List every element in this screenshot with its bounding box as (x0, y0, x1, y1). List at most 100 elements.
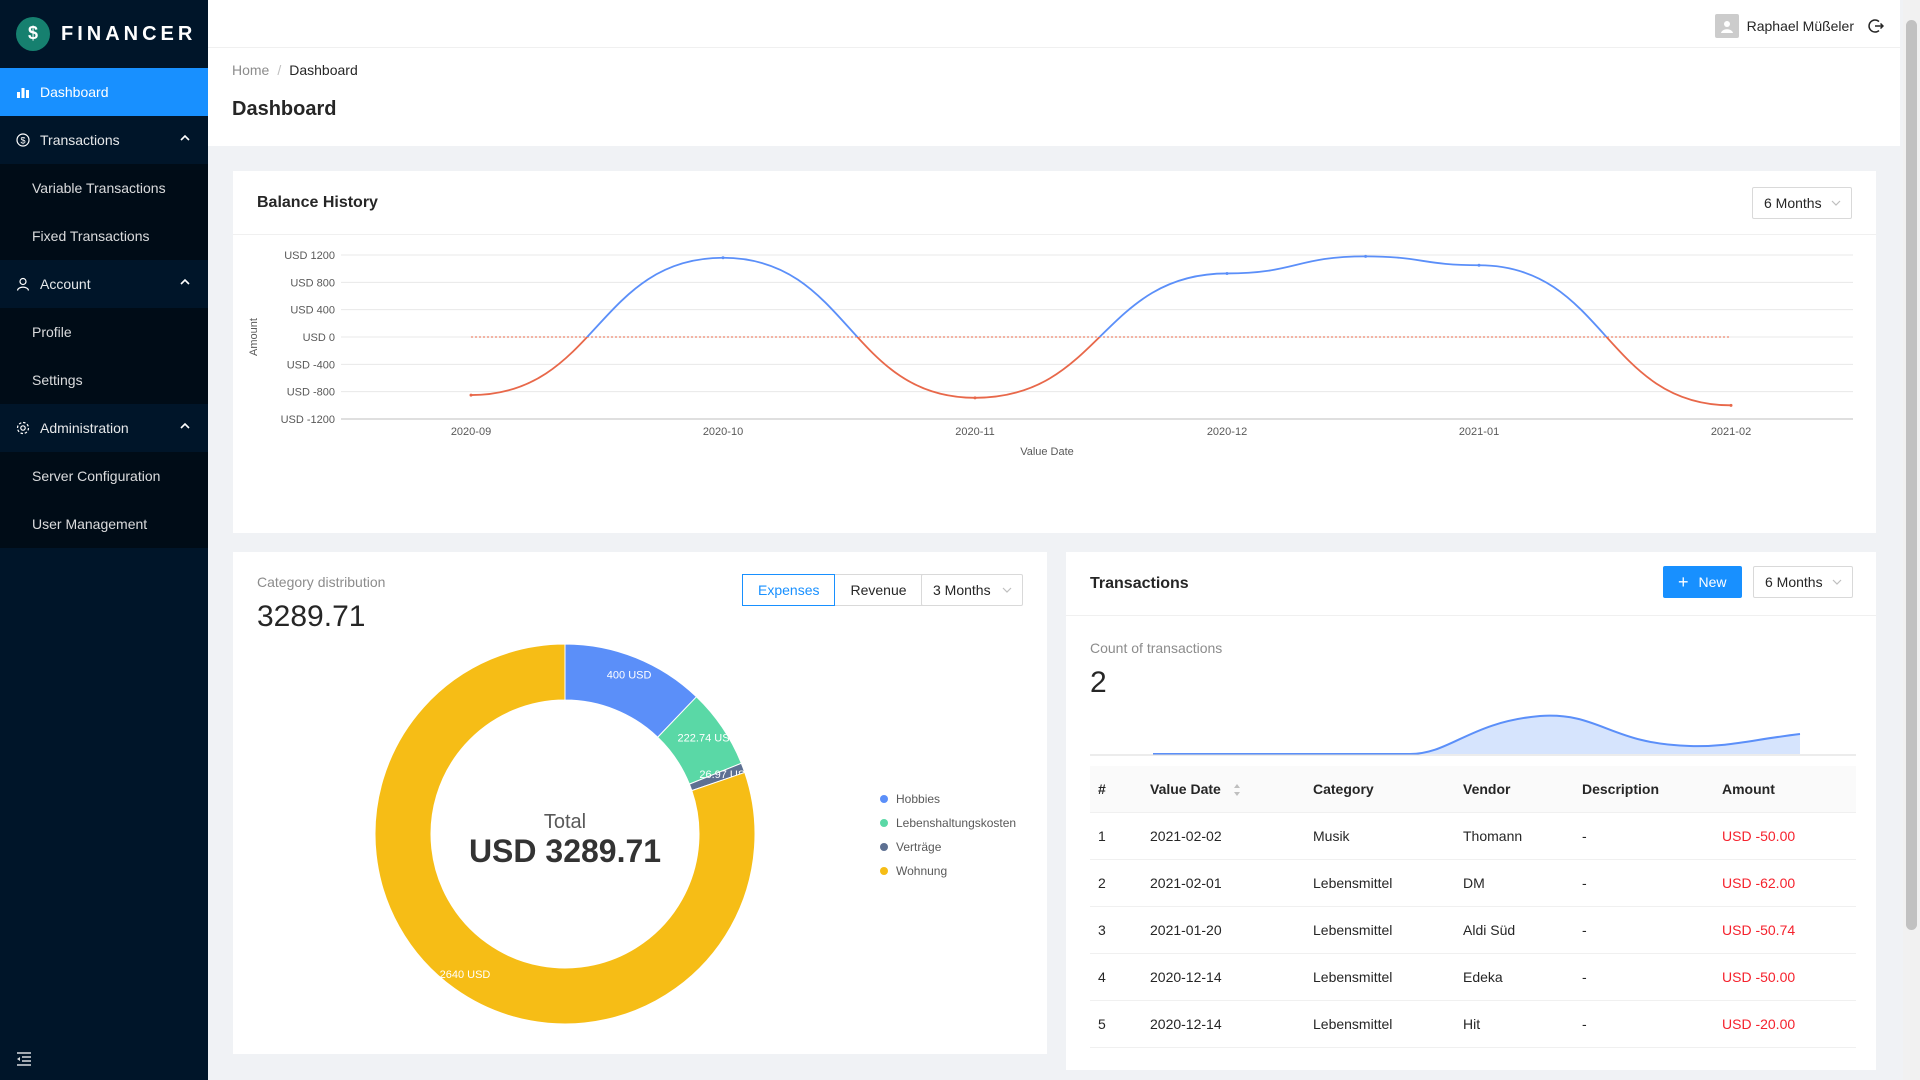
table-cell: - (1574, 1000, 1714, 1048)
breadcrumb-home[interactable]: Home (232, 62, 270, 78)
page-scrollbar[interactable] (1903, 0, 1920, 1080)
balance-point (721, 256, 725, 260)
table-cell: Thomann (1455, 812, 1574, 860)
balance-line-chart: USD 1200 USD 800 USD 400 USD 0 USD -400 USD -… (248, 250, 1853, 458)
table-cell: 2020-12-14 (1142, 953, 1305, 1001)
transactions-area-sparkline (1090, 714, 1856, 756)
table-row[interactable]: 2 2021-02-01 Lebensmittel DM - USD -62.00 (1090, 859, 1856, 907)
column-header: Category (1305, 766, 1455, 813)
menu-fold-icon[interactable] (16, 1052, 32, 1066)
select-value: 3 Months (933, 582, 991, 598)
legend-item[interactable]: Verträge (880, 835, 1016, 859)
count-value: 2 (1090, 666, 1107, 699)
breadcrumb: Home / Dashboard (232, 62, 1876, 78)
y-tick-label: USD -400 (287, 359, 335, 371)
plus-icon: + (1678, 572, 1689, 592)
table-cell: Lebensmittel (1305, 1000, 1455, 1048)
donut-center-label: Total (544, 811, 586, 833)
column-header: Vendor (1455, 766, 1574, 813)
sidebar-item-server-configuration[interactable]: Server Configuration (32, 468, 161, 484)
column-header-value-date[interactable]: Value Date (1142, 766, 1305, 813)
dollar-icon: $ (16, 133, 30, 147)
sidebar-item-label: Account (40, 276, 91, 292)
chevron-up-icon (180, 422, 190, 429)
button-label: New (1698, 574, 1727, 590)
sidebar-item-label: Dashboard (40, 84, 109, 100)
y-tick-label: USD -800 (287, 387, 335, 399)
balance-line-negative (470, 337, 1732, 407)
y-tick-label: USD 400 (290, 305, 335, 317)
table-cell: 4 (1090, 953, 1142, 1001)
sidebar-item-profile[interactable]: Profile (32, 324, 72, 340)
transactions-card: Transactions + New 6 Months Count of tra… (1066, 552, 1876, 1070)
table-row[interactable]: 5 2020-12-14 Lebensmittel Hit - USD -20.00 (1090, 1000, 1856, 1048)
select-value: 6 Months (1765, 574, 1823, 590)
table-cell: Edeka (1455, 953, 1574, 1001)
table-cell: 5 (1090, 1000, 1142, 1048)
sidebar-item-fixed-transactions[interactable]: Fixed Transactions (32, 228, 150, 244)
expenses-button[interactable]: Expenses (742, 574, 836, 606)
legend-label: Wohnung (896, 864, 948, 878)
table-cell: 1 (1090, 812, 1142, 860)
new-transaction-button[interactable]: + New (1663, 566, 1742, 598)
sidebar-item-variable-transactions[interactable]: Variable Transactions (32, 180, 166, 196)
category-total: 3289.71 (257, 600, 366, 633)
chevron-down-icon (1831, 200, 1841, 206)
balance-point (973, 396, 977, 400)
legend-item[interactable]: Hobbies (880, 787, 1016, 811)
page-header: Home / Dashboard Dashboard (208, 48, 1900, 146)
category-label: Category distribution (257, 574, 386, 590)
table-cell: DM (1455, 859, 1574, 907)
legend-dot (880, 795, 888, 803)
select-value: 6 Months (1764, 195, 1822, 211)
sidebar-item-user-management[interactable]: User Management (32, 516, 148, 532)
card-header: Balance History 6 Months (233, 171, 1876, 235)
transactions-range-select[interactable]: 6 Months (1753, 566, 1853, 598)
legend-label: Verträge (896, 840, 942, 854)
table-cell: USD -50.00 (1714, 812, 1856, 860)
user-menu[interactable]: Raphael Müßeler (1714, 14, 1884, 38)
x-tick-label: 2020-09 (451, 426, 491, 438)
legend-item[interactable]: Lebenshaltungskosten (880, 811, 1016, 835)
card-title: Transactions (1090, 574, 1189, 592)
chart-icon (16, 85, 30, 99)
table-cell: Aldi Süd (1455, 906, 1574, 954)
chart-legend: Hobbies Lebenshaltungskosten Verträge Wo… (880, 787, 1016, 883)
balance-range-select[interactable]: 6 Months (1752, 187, 1852, 219)
balance-point (469, 393, 473, 397)
legend-dot (880, 843, 888, 851)
logout-icon[interactable] (1868, 18, 1884, 34)
legend-item[interactable]: Wohnung (880, 859, 1016, 883)
count-label: Count of transactions (1090, 640, 1223, 656)
sidebar-item-administration[interactable]: Administration (0, 404, 208, 452)
sidebar-item-dashboard[interactable]: Dashboard (0, 68, 208, 116)
card-title: Balance History (257, 193, 378, 211)
sort-icon[interactable] (1233, 783, 1241, 797)
category-range-select[interactable]: 3 Months (921, 574, 1023, 606)
breadcrumb-separator: / (277, 62, 282, 78)
card-header: Transactions + New 6 Months (1066, 552, 1876, 616)
y-tick-label: USD 800 (290, 277, 335, 289)
sidebar-item-settings[interactable]: Settings (32, 372, 83, 388)
type-toggle: Expenses Revenue (742, 574, 923, 606)
y-tick-label: USD 1200 (284, 250, 335, 262)
table-row[interactable]: 1 2021-02-02 Musik Thomann - USD -50.00 (1090, 812, 1856, 860)
legend-label: Lebenshaltungskosten (896, 816, 1017, 830)
app-name: FINANCER (61, 22, 197, 45)
donut-center-value: USD 3289.71 (469, 833, 661, 869)
table-row[interactable]: 3 2021-01-20 Lebensmittel Aldi Süd - USD -50.… (1090, 906, 1856, 954)
x-tick-label: 2021-02 (1711, 426, 1751, 438)
balance-line-positive (585, 255, 1608, 337)
slice-label: 2640 USD (440, 969, 491, 981)
logo[interactable]: FINANCER (0, 0, 208, 68)
revenue-button[interactable]: Revenue (835, 574, 923, 606)
donut-slice[interactable] (374, 643, 756, 1025)
table-cell: 2020-12-14 (1142, 1000, 1305, 1048)
sidebar-item-account[interactable]: Account (0, 260, 208, 308)
table-cell: - (1574, 859, 1714, 907)
table-row[interactable]: 4 2020-12-14 Lebensmittel Edeka - USD -50.00 (1090, 953, 1856, 1001)
sidebar-item-transactions[interactable]: $ Transactions (0, 116, 208, 164)
x-tick-label: 2020-12 (1207, 426, 1247, 438)
table-cell: 2 (1090, 859, 1142, 907)
scrollbar-thumb[interactable] (1906, 20, 1917, 930)
